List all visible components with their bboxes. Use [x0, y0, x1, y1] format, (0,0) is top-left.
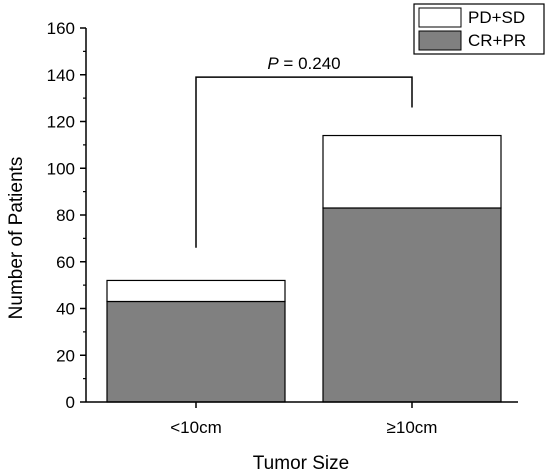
- y-tick-label-2: 40: [56, 300, 75, 319]
- y-tick-label-0: 0: [66, 393, 75, 412]
- y-tick-label-4: 80: [56, 206, 75, 225]
- bar-0-series-0: [106, 300, 286, 403]
- y-tick-label-1: 20: [56, 346, 75, 365]
- y-tick-label-6: 120: [47, 113, 75, 132]
- legend-label-cr-pr: CR+PR: [468, 31, 526, 50]
- x-tick-label-1: ≥10cm: [387, 418, 438, 437]
- y-tick-label-5: 100: [47, 159, 75, 178]
- legend: PD+SD CR+PR: [413, 3, 545, 55]
- bar-0-series-1: [106, 279, 286, 303]
- bar-1-series-1: [322, 134, 502, 209]
- y-axis-title: Number of Patients: [6, 157, 27, 320]
- y-tick-label-7: 140: [47, 66, 75, 85]
- bars-group: [106, 134, 502, 403]
- p-value-label: P = 0.240: [267, 54, 340, 73]
- x-axis-title: Tumor Size: [253, 453, 349, 474]
- p-value-text: = 0.240: [279, 54, 341, 73]
- significance-bracket: P = 0.240: [195, 54, 413, 248]
- bar-1-series-0: [322, 207, 502, 403]
- legend-swatch-cr-pr: [418, 30, 462, 51]
- legend-label-pd-sd: PD+SD: [468, 8, 525, 27]
- y-tick-label-8: 160: [47, 19, 75, 38]
- legend-swatch-pd-sd: [418, 7, 462, 28]
- axes-group: 0 20 40 60 80 100 120 140 160 <10cm ≥10cm: [47, 19, 518, 437]
- p-symbol: P: [267, 54, 279, 73]
- y-tick-label-3: 60: [56, 253, 75, 272]
- x-tick-label-0: <10cm: [170, 418, 222, 437]
- bracket-line: [195, 76, 413, 248]
